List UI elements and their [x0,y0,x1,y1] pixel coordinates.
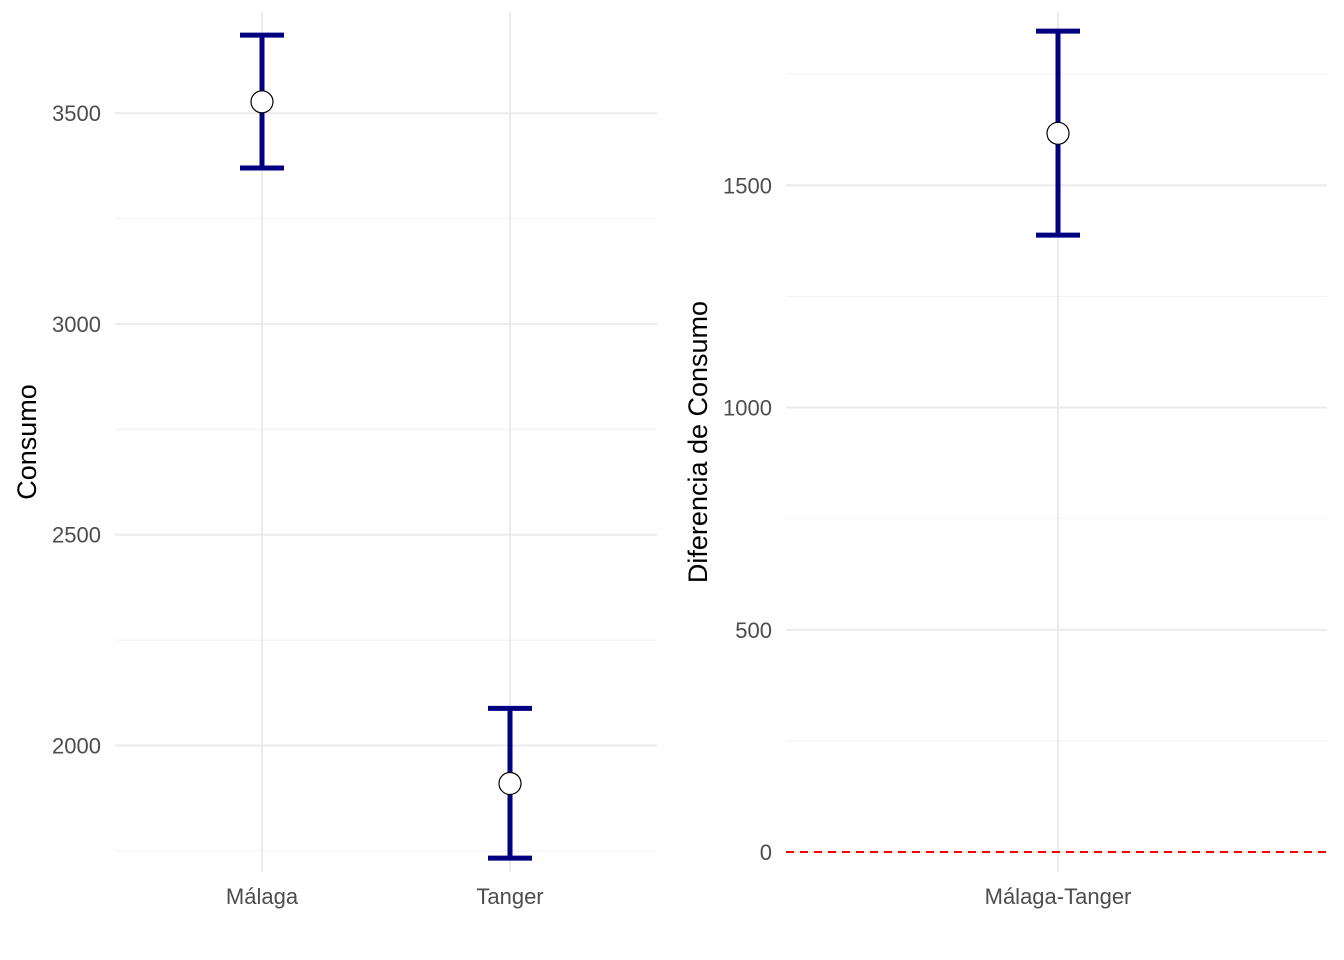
y-tick-label: 1500 [723,173,772,198]
right-panel-diferencia: 0 500 1000 1500 Málaga-Tanger Diferencia de C… [683,12,1327,909]
y-tick-label: 3500 [52,101,101,126]
y-tick-label: 2500 [52,523,101,548]
y-tick-label: 500 [735,618,772,643]
mean-point [498,771,522,796]
x-tick-label: Málaga-Tanger [985,884,1132,909]
y-axis-title: Diferencia de Consumo [683,301,713,583]
y-tick-label: 2000 [52,734,101,759]
mean-point [250,90,274,114]
y-tick-label: 0 [760,840,772,865]
y-tick-label: 1000 [723,396,772,421]
y-axis-title: Consumo [12,384,42,500]
mean-point [1046,121,1070,145]
x-tick-label: Tanger [476,884,543,909]
y-tick-label: 3000 [52,312,101,337]
left-panel-consumo: 2000 2500 3000 3500 Málaga Tanger Consumo [12,12,657,909]
x-tick-label: Málaga [226,884,299,909]
